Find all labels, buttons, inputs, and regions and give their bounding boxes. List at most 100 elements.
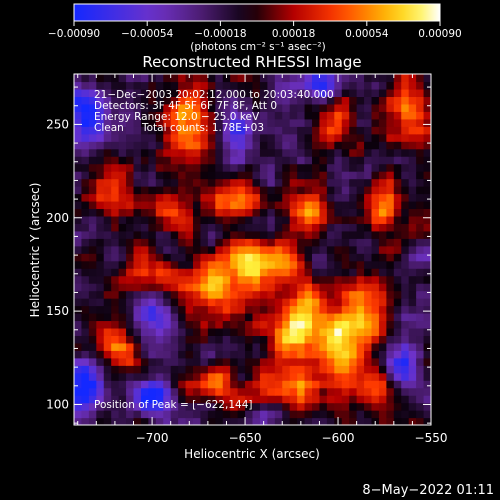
heatmap-cell bbox=[312, 372, 321, 381]
heatmap-cell bbox=[334, 372, 343, 381]
heatmap-cell bbox=[178, 193, 187, 202]
heatmap-cell bbox=[245, 312, 254, 322]
heatmap-cell bbox=[88, 417, 97, 425]
heatmap-cell bbox=[140, 387, 149, 396]
heatmap-cell bbox=[326, 380, 335, 389]
heatmap-cell bbox=[200, 327, 209, 336]
heatmap-cell bbox=[349, 230, 358, 239]
heatmap-cell bbox=[356, 417, 365, 425]
heatmap-cell bbox=[282, 327, 291, 336]
heatmap-cell bbox=[312, 118, 321, 127]
heatmap-cell bbox=[326, 402, 335, 411]
heatmap-cell bbox=[185, 141, 194, 150]
heatmap-cell bbox=[282, 103, 291, 112]
heatmap-cell bbox=[423, 156, 431, 165]
heatmap-cell bbox=[378, 88, 387, 98]
heatmap-cell bbox=[297, 156, 306, 165]
heatmap-cell bbox=[282, 118, 291, 127]
heatmap bbox=[74, 74, 431, 425]
heatmap-cell bbox=[386, 111, 395, 120]
heatmap-cell bbox=[88, 395, 97, 404]
heatmap-cell bbox=[163, 81, 172, 90]
heatmap-cell bbox=[386, 342, 395, 351]
heatmap-cell bbox=[267, 74, 276, 83]
heatmap-cell bbox=[364, 156, 373, 165]
heatmap-cell bbox=[237, 380, 246, 389]
heatmap-cell bbox=[297, 238, 306, 247]
heatmap-cell bbox=[312, 141, 321, 150]
heatmap-cell bbox=[267, 171, 276, 180]
heatmap-cell bbox=[386, 230, 395, 239]
heatmap-cell bbox=[81, 290, 90, 299]
heatmap-cell bbox=[416, 186, 425, 195]
heatmap-cell bbox=[334, 335, 343, 344]
heatmap-cell bbox=[289, 141, 298, 150]
heatmap-cell bbox=[148, 238, 157, 247]
heatmap-cell bbox=[274, 208, 283, 217]
heatmap-cell bbox=[81, 410, 90, 419]
x-axis-label: Heliocentric X (arcsec) bbox=[184, 447, 320, 461]
heatmap-cell bbox=[423, 163, 431, 172]
heatmap-cell bbox=[74, 350, 83, 359]
heatmap-cell bbox=[371, 410, 380, 419]
heatmap-cell bbox=[267, 193, 276, 202]
heatmap-cell bbox=[289, 380, 298, 389]
heatmap-cell bbox=[237, 171, 246, 180]
heatmap-cell bbox=[140, 88, 149, 98]
heatmap-cell bbox=[81, 342, 90, 351]
heatmap-cell bbox=[245, 141, 254, 150]
heatmap-cell bbox=[237, 208, 246, 217]
heatmap-cell bbox=[408, 215, 417, 224]
heatmap-cell bbox=[289, 126, 298, 135]
heatmap-cell bbox=[170, 126, 179, 135]
heatmap-cell bbox=[81, 380, 90, 389]
heatmap-cell bbox=[416, 96, 425, 105]
heatmap-cell bbox=[207, 186, 216, 195]
heatmap-cell bbox=[341, 171, 350, 180]
heatmap-cell bbox=[364, 395, 373, 404]
heatmap-cell bbox=[304, 395, 313, 404]
heatmap-cell bbox=[393, 148, 402, 157]
heatmap-cell bbox=[341, 208, 350, 217]
heatmap-cell bbox=[289, 156, 298, 165]
heatmap-cell bbox=[304, 126, 313, 135]
heatmap-cell bbox=[222, 178, 231, 187]
heatmap-cell bbox=[88, 171, 97, 180]
heatmap-cell bbox=[155, 81, 164, 90]
heatmap-cell bbox=[163, 305, 172, 314]
heatmap-cell bbox=[259, 215, 268, 224]
heatmap-cell bbox=[178, 238, 187, 247]
heatmap-cell bbox=[356, 156, 365, 165]
heatmap-cell bbox=[207, 395, 216, 404]
heatmap-cell bbox=[423, 133, 431, 142]
heatmap-cell bbox=[334, 156, 343, 165]
heatmap-cell bbox=[215, 141, 224, 150]
heatmap-cell bbox=[259, 268, 268, 277]
heatmap-cell bbox=[133, 74, 142, 83]
heatmap-cell bbox=[267, 402, 276, 411]
heatmap-cell bbox=[222, 327, 231, 336]
heatmap-cell bbox=[237, 283, 246, 292]
heatmap-cell bbox=[423, 365, 431, 374]
heatmap-cell bbox=[267, 253, 276, 262]
heatmap-cell bbox=[126, 380, 135, 389]
heatmap-cell bbox=[88, 230, 97, 239]
heatmap-cell bbox=[297, 298, 306, 307]
heatmap-cell bbox=[349, 372, 358, 381]
heatmap-cell bbox=[274, 88, 283, 98]
heatmap-cell bbox=[252, 365, 261, 374]
heatmap-cell bbox=[356, 335, 365, 344]
heatmap-cell bbox=[408, 178, 417, 187]
heatmap-cell bbox=[74, 111, 83, 120]
heatmap-cell bbox=[215, 320, 224, 329]
heatmap-cell bbox=[103, 81, 112, 90]
heatmap-cell bbox=[341, 365, 350, 374]
heatmap-cell bbox=[155, 200, 164, 210]
heatmap-cell bbox=[222, 312, 231, 322]
heatmap-cell bbox=[364, 387, 373, 396]
heatmap-cell bbox=[230, 268, 239, 277]
heatmap-cell bbox=[267, 96, 276, 105]
heatmap-cell bbox=[170, 327, 179, 336]
heatmap-cell bbox=[349, 357, 358, 366]
heatmap-cell bbox=[237, 178, 246, 187]
